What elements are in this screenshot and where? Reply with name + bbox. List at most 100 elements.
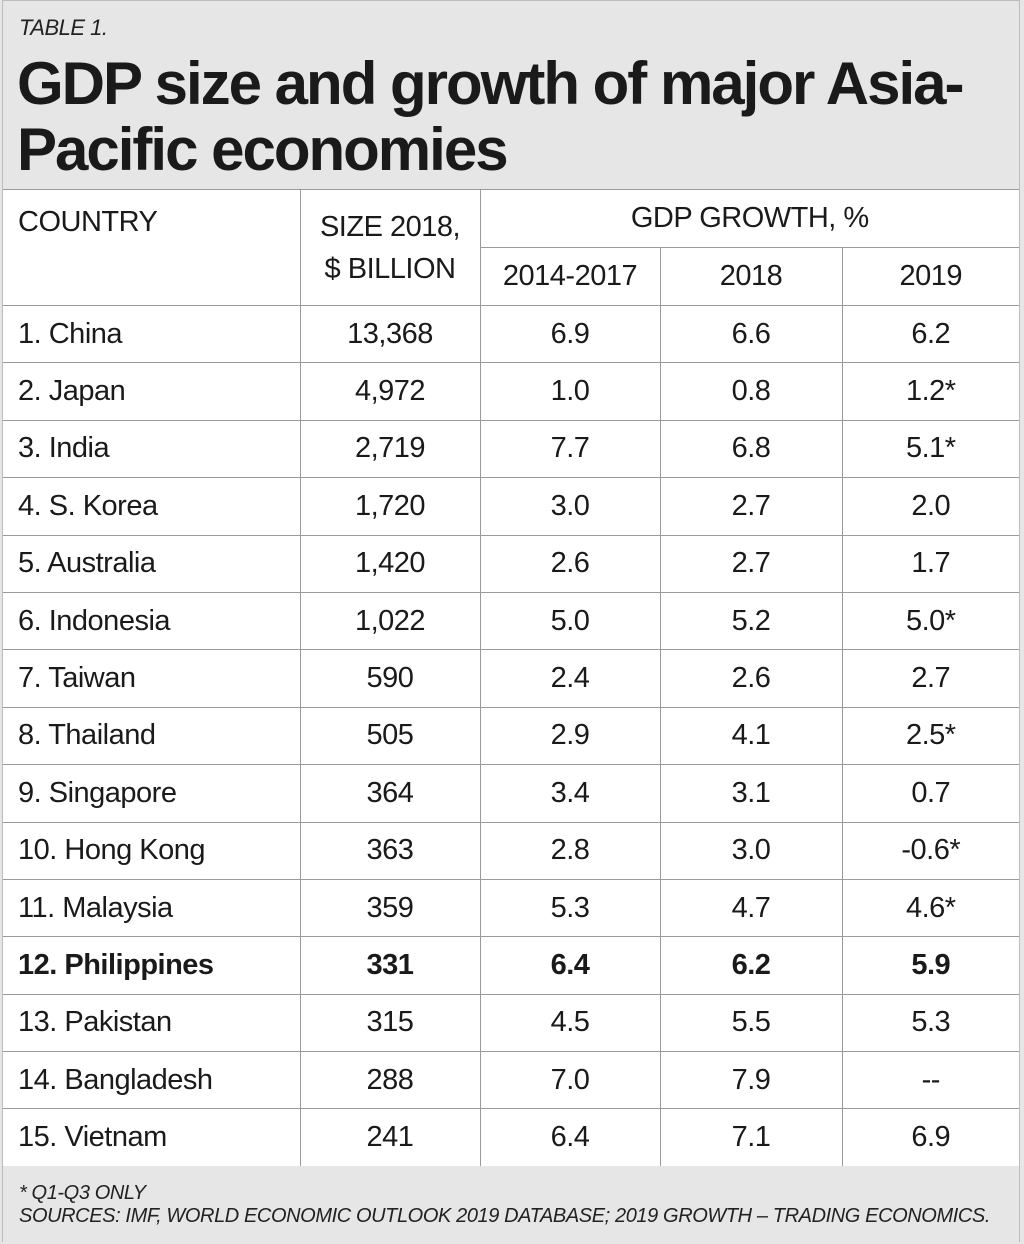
cell-growth-2014-2017: 2.6	[479, 534, 661, 593]
cell-growth-2019: -0.6*	[841, 821, 1020, 880]
table-row: 2. Japan 4,972 1.0 0.8 1.2*	[3, 362, 1020, 421]
cell-growth-2019: 5.1*	[841, 419, 1020, 479]
cell-size: 315	[299, 993, 481, 1053]
cell-country: 15. Vietnam	[3, 1108, 301, 1167]
cell-growth-2019: --	[841, 1051, 1020, 1110]
cell-growth-2014-2017: 4.5	[479, 993, 661, 1053]
sources-note: SOURCES: IMF, WORLD ECONOMIC OUTLOOK 201…	[19, 1205, 991, 1227]
figure-footer: * Q1-Q3 ONLY SOURCES: IMF, WORLD ECONOMI…	[3, 1166, 1019, 1242]
cell-size: 1,420	[299, 534, 481, 593]
cell-country: 2. Japan	[3, 362, 301, 421]
header-year-2018: 2018	[659, 247, 843, 306]
table-row: 11. Malaysia 359 5.3 4.7 4.6*	[3, 878, 1020, 938]
cell-country: 8. Thailand	[3, 706, 301, 766]
cell-growth-2018: 3.1	[659, 764, 843, 823]
table-row: 15. Vietnam 241 6.4 7.1 6.9	[3, 1108, 1020, 1167]
cell-growth-2019: 6.9	[841, 1108, 1020, 1167]
table-label: TABLE 1.	[19, 15, 108, 40]
cell-growth-2018: 5.2	[659, 591, 843, 651]
cell-growth-2014-2017: 6.4	[479, 1108, 661, 1167]
cell-growth-2014-2017: 5.0	[479, 591, 661, 651]
cell-size: 364	[299, 764, 481, 823]
cell-country: 11. Malaysia	[3, 878, 301, 938]
cell-country: 7. Taiwan	[3, 649, 301, 708]
header-year-2019: 2019	[841, 247, 1020, 306]
cell-growth-2014-2017: 2.9	[479, 706, 661, 766]
header-size-line1: SIZE 2018,	[319, 211, 461, 243]
cell-growth-2014-2017: 6.4	[479, 936, 661, 995]
cell-growth-2014-2017: 7.0	[479, 1051, 661, 1110]
cell-growth-2018: 2.7	[659, 534, 843, 593]
cell-growth-2019: 4.6*	[841, 878, 1020, 938]
cell-growth-2014-2017: 3.4	[479, 764, 661, 823]
table-row: 10. Hong Kong 363 2.8 3.0 -0.6*	[3, 821, 1020, 880]
cell-size: 331	[299, 936, 481, 995]
cell-growth-2019: 0.7	[841, 764, 1020, 823]
cell-growth-2018: 7.1	[659, 1108, 843, 1167]
cell-country: 4. S. Korea	[3, 477, 301, 536]
cell-growth-2018: 5.5	[659, 993, 843, 1053]
table-row: 3. India 2,719 7.7 6.8 5.1*	[3, 419, 1020, 479]
table-row: 9. Singapore 364 3.4 3.1 0.7	[3, 764, 1020, 823]
table-row: 1. China 13,368 6.9 6.6 6.2	[3, 304, 1020, 364]
cell-growth-2019: 2.5*	[841, 706, 1020, 766]
cell-size: 241	[299, 1108, 481, 1167]
header-size-line2: $ BILLION	[324, 253, 456, 285]
cell-growth-2018: 3.0	[659, 821, 843, 880]
footnote: * Q1-Q3 ONLY	[19, 1182, 146, 1204]
cell-growth-2018: 2.6	[659, 649, 843, 708]
cell-size: 1,022	[299, 591, 481, 651]
cell-country: 12. Philippines	[3, 936, 301, 995]
table-row: 7. Taiwan 590 2.4 2.6 2.7	[3, 649, 1020, 708]
cell-country: 14. Bangladesh	[3, 1051, 301, 1110]
cell-growth-2019: 6.2	[841, 304, 1020, 364]
header-year-2014-2017: 2014-2017	[480, 247, 661, 306]
cell-country: 3. India	[3, 419, 301, 479]
cell-growth-2014-2017: 6.9	[479, 304, 661, 364]
cell-growth-2019: 5.0*	[841, 591, 1020, 651]
cell-size: 288	[299, 1051, 481, 1110]
cell-growth-2014-2017: 2.8	[479, 821, 661, 880]
cell-growth-2014-2017: 7.7	[479, 419, 661, 479]
cell-growth-2018: 6.8	[659, 419, 843, 479]
cell-growth-2018: 2.7	[659, 477, 843, 536]
cell-size: 2,719	[299, 419, 481, 479]
cell-growth-2014-2017: 3.0	[479, 477, 661, 536]
cell-growth-2018: 4.7	[659, 878, 843, 938]
table-body: 1. China 13,368 6.9 6.6 6.2 2. Japan 4,972 1.0 0…	[3, 304, 1020, 1167]
cell-size: 505	[299, 706, 481, 766]
cell-size: 4,972	[299, 362, 481, 421]
cell-country: 5. Australia	[3, 534, 301, 593]
cell-growth-2018: 6.2	[659, 936, 843, 995]
figure-header: TABLE 1. GDP size and growth of major As…	[3, 1, 1019, 189]
header-gdp-growth: GDP GROWTH, %	[479, 189, 1020, 248]
cell-size: 363	[299, 821, 481, 880]
cell-size: 1,720	[299, 477, 481, 536]
gdp-table: COUNTRY SIZE 2018, $ BILLION GDP GROWTH,…	[3, 189, 1020, 1167]
table-row: 5. Australia 1,420 2.6 2.7 1.7	[3, 534, 1020, 593]
cell-growth-2019: 5.3	[841, 993, 1020, 1053]
cell-growth-2019: 2.7	[841, 649, 1020, 708]
header-size: SIZE 2018, $ BILLION	[299, 189, 481, 306]
cell-country: 10. Hong Kong	[3, 821, 301, 880]
cell-country: 9. Singapore	[3, 764, 301, 823]
cell-growth-2014-2017: 2.4	[479, 649, 661, 708]
table-title: GDP size and growth of major Asia-Pacifi…	[17, 50, 965, 183]
table-row: 6. Indonesia 1,022 5.0 5.2 5.0*	[3, 591, 1020, 651]
cell-growth-2018: 0.8	[659, 362, 843, 421]
table-row: 12. Philippines 331 6.4 6.2 5.9	[3, 936, 1020, 995]
cell-growth-2018: 6.6	[659, 304, 843, 364]
cell-size: 13,368	[299, 304, 481, 364]
cell-growth-2019: 1.7	[841, 534, 1020, 593]
table-row: 8. Thailand 505 2.9 4.1 2.5*	[3, 706, 1020, 766]
cell-growth-2018: 7.9	[659, 1051, 843, 1110]
cell-country: 6. Indonesia	[3, 591, 301, 651]
cell-country: 13. Pakistan	[3, 993, 301, 1053]
table-row: 13. Pakistan 315 4.5 5.5 5.3	[3, 993, 1020, 1053]
cell-growth-2019: 1.2*	[841, 362, 1020, 421]
table-row: 14. Bangladesh 288 7.0 7.9 --	[3, 1051, 1020, 1110]
cell-growth-2014-2017: 1.0	[479, 362, 661, 421]
cell-growth-2019: 2.0	[841, 477, 1020, 536]
header-country: COUNTRY	[3, 189, 301, 306]
